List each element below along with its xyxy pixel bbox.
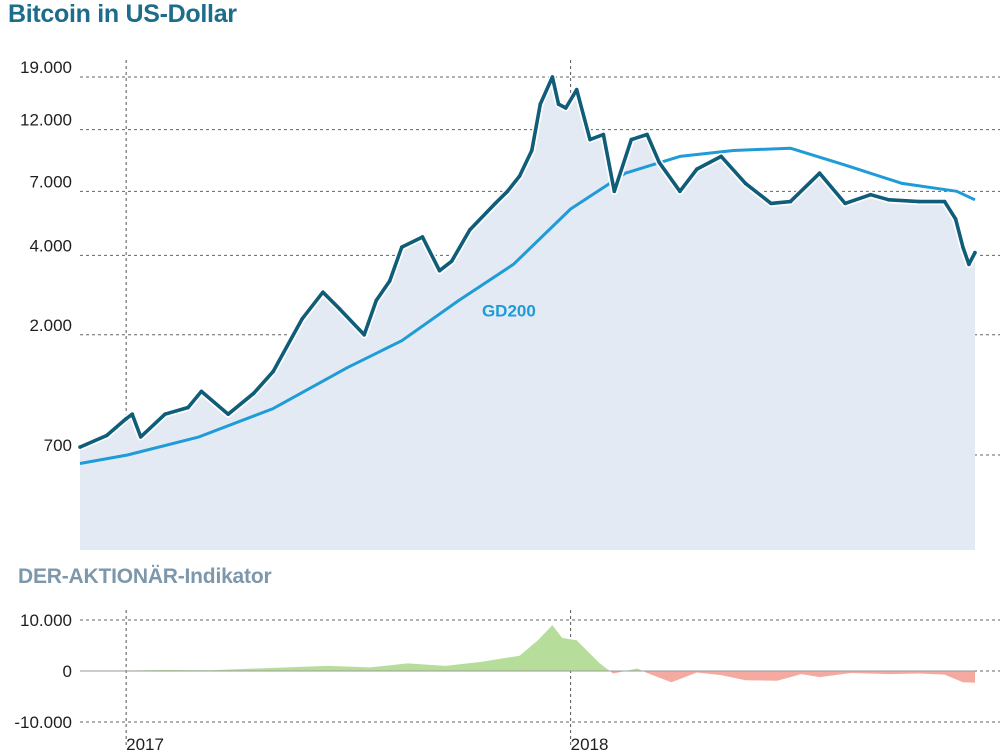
- indicator-title: DER-AKTIONÄR-Indikator: [18, 565, 272, 588]
- price-point: [374, 298, 379, 303]
- price-point: [362, 332, 366, 337]
- chart-title: Bitcoin in US-Dollar: [8, 0, 237, 28]
- price-point: [550, 75, 555, 79]
- price-point: [186, 405, 190, 410]
- price-point: [574, 87, 579, 92]
- price-point: [588, 137, 592, 142]
- price-point: [843, 201, 847, 206]
- price-point: [437, 268, 442, 273]
- price-point: [505, 189, 510, 194]
- y-tick-label: 4.000: [29, 236, 72, 255]
- price-point: [321, 290, 325, 295]
- price-point: [493, 201, 498, 206]
- indicator-axis-labels: -10.000 0 10.000: [14, 611, 72, 732]
- price-point: [788, 199, 793, 204]
- price-axis-labels: 700 2.000 4.000 7.000 12.000 19.000: [20, 58, 72, 455]
- price-point: [612, 189, 617, 194]
- price-point: [130, 412, 135, 416]
- price-point: [769, 201, 773, 206]
- price-point: [961, 245, 965, 249]
- indicator-y-tick-label: 10.000: [20, 611, 72, 630]
- price-point: [529, 148, 534, 153]
- price-point: [695, 167, 699, 171]
- x-tick-label: 2017: [126, 735, 164, 754]
- price-point: [251, 391, 256, 396]
- price-point: [817, 171, 822, 176]
- indicator-positive-area: [80, 625, 975, 671]
- price-point: [657, 160, 662, 165]
- price-point: [163, 412, 167, 416]
- price-point: [556, 102, 561, 106]
- price-point: [517, 174, 522, 178]
- indicator-y-tick-label: -10.000: [14, 713, 72, 732]
- price-point: [420, 235, 425, 239]
- price-point: [645, 132, 649, 137]
- y-tick-label: 7.000: [29, 172, 72, 191]
- indicator-y-tick-label: 0: [63, 662, 72, 681]
- price-point: [538, 102, 543, 106]
- gd200-line: [79, 146, 976, 465]
- price-point: [271, 369, 275, 374]
- price-point: [743, 181, 748, 186]
- price-point: [468, 228, 472, 232]
- price-point: [719, 154, 723, 159]
- y-tick-label: 12.000: [20, 111, 72, 130]
- y-tick-label: 19.000: [20, 58, 72, 77]
- gd200-label: GD200: [482, 301, 536, 320]
- price-point: [300, 316, 305, 321]
- price-point: [104, 433, 109, 438]
- price-area-fill: [80, 77, 975, 550]
- price-point: [199, 389, 204, 394]
- price-point: [338, 307, 342, 312]
- indicator-negative-area: [80, 671, 975, 683]
- indicator-area: [80, 625, 975, 683]
- price-point: [917, 199, 921, 204]
- y-tick-label: 2.000: [29, 316, 72, 335]
- price-lines: GD200: [78, 73, 979, 465]
- price-point: [601, 132, 606, 137]
- price-point: [629, 137, 634, 142]
- price-point: [973, 250, 977, 255]
- price-point: [226, 412, 230, 416]
- price-point: [78, 445, 82, 449]
- price-point: [942, 199, 947, 204]
- price-point: [400, 245, 404, 249]
- price-point: [449, 259, 454, 264]
- price-point: [387, 279, 392, 283]
- price-point: [967, 262, 971, 267]
- price-point: [678, 189, 682, 194]
- price-area: [80, 77, 975, 550]
- x-tick-label: 2018: [571, 735, 609, 754]
- price-point: [868, 192, 873, 197]
- price-point: [124, 417, 128, 421]
- x-axis-labels: 2017 2018: [126, 735, 608, 754]
- price-point: [886, 198, 891, 202]
- price-point: [138, 435, 143, 439]
- price-point: [953, 217, 958, 221]
- price-point: [563, 106, 568, 110]
- y-tick-label: 700: [44, 436, 72, 455]
